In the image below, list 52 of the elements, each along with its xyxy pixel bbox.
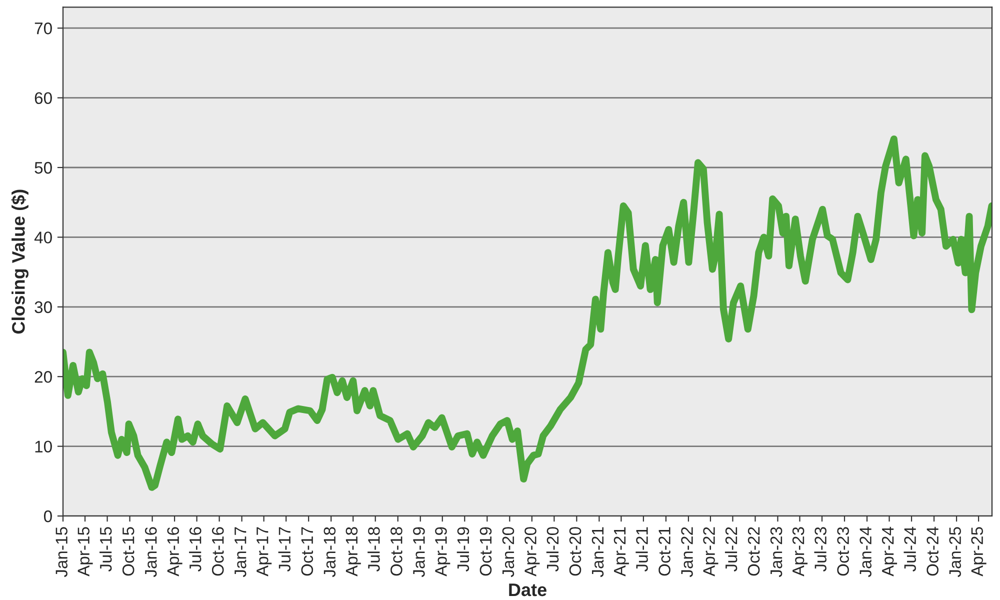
x-tick-label: Jan-15 <box>56 527 68 578</box>
y-axis-title: Closing Value ($) <box>11 190 28 334</box>
x-tick-label: Jul-20 <box>546 527 559 572</box>
x-tick-label: Jan-16 <box>144 527 157 578</box>
x-tick-label: Jul-23 <box>814 527 826 572</box>
x-tick-label: Apr-19 <box>435 527 450 576</box>
x-tick-label: Jan-21 <box>592 527 604 578</box>
x-tick-label: Apr-15 <box>78 527 93 576</box>
x-tick-label: Jan-25 <box>949 527 962 578</box>
x-tick-label: Oct-18 <box>390 527 402 576</box>
x-tick-label: Oct-24 <box>926 526 939 576</box>
x-tick-label: Jan-20 <box>502 527 514 578</box>
x-tick-label: Apr-17 <box>256 527 272 576</box>
x-tick-label: Oct-19 <box>480 527 492 576</box>
x-tick-label: Jan-19 <box>413 527 425 578</box>
y-tick-label: 20 <box>34 371 52 383</box>
x-tick-label: Jul-16 <box>189 527 202 572</box>
x-tick-label: Oct-20 <box>569 527 582 576</box>
x-tick-label: Jan-18 <box>324 527 336 578</box>
x-tick-label: Apr-20 <box>524 527 540 576</box>
y-tick-label: 10 <box>35 440 52 453</box>
x-tick-label: Apr-25 <box>971 527 986 576</box>
x-tick-label: Jul-19 <box>456 527 470 572</box>
x-tick-label: Oct-22 <box>748 527 760 576</box>
x-tick-label: Jul-17 <box>278 527 291 572</box>
x-tick-label: Oct-21 <box>658 527 670 576</box>
x-tick-label: Apr-18 <box>346 527 361 576</box>
x-axis-title: Date <box>509 584 546 596</box>
x-tick-label: Jan-22 <box>681 527 693 578</box>
x-tick-label: Jan-24 <box>860 526 872 578</box>
x-tick-label: Apr-23 <box>792 527 808 576</box>
x-tick-label: Jan-17 <box>234 527 246 578</box>
x-tick-label: Jul-24 <box>904 526 916 572</box>
y-tick-label: 40 <box>34 232 52 244</box>
x-tick-label: Apr-16 <box>167 527 182 576</box>
x-tick-label: Jul-21 <box>636 527 648 572</box>
y-tick-label: 70 <box>34 22 52 34</box>
x-tick-label: Apr-24 <box>882 526 898 576</box>
x-tick-label: Jul-22 <box>724 527 738 572</box>
x-tick-label: Oct-15 <box>122 527 134 576</box>
x-tick-label: Oct-16 <box>212 527 224 576</box>
x-tick-label: Jul-15 <box>100 527 112 572</box>
y-tick-label: 50 <box>34 162 52 174</box>
x-tick-label: Oct-23 <box>837 527 849 576</box>
x-tick-label: Apr-21 <box>614 527 629 576</box>
x-tick-label: Apr-22 <box>703 527 718 576</box>
y-tick-label: 60 <box>34 92 52 104</box>
y-tick-label: 30 <box>34 301 52 314</box>
x-tick-label: Jul-18 <box>368 527 380 572</box>
x-tick-label: Oct-17 <box>301 527 314 576</box>
y-tick-label: 0 <box>44 510 52 522</box>
x-tick-label: Jan-23 <box>770 527 782 578</box>
